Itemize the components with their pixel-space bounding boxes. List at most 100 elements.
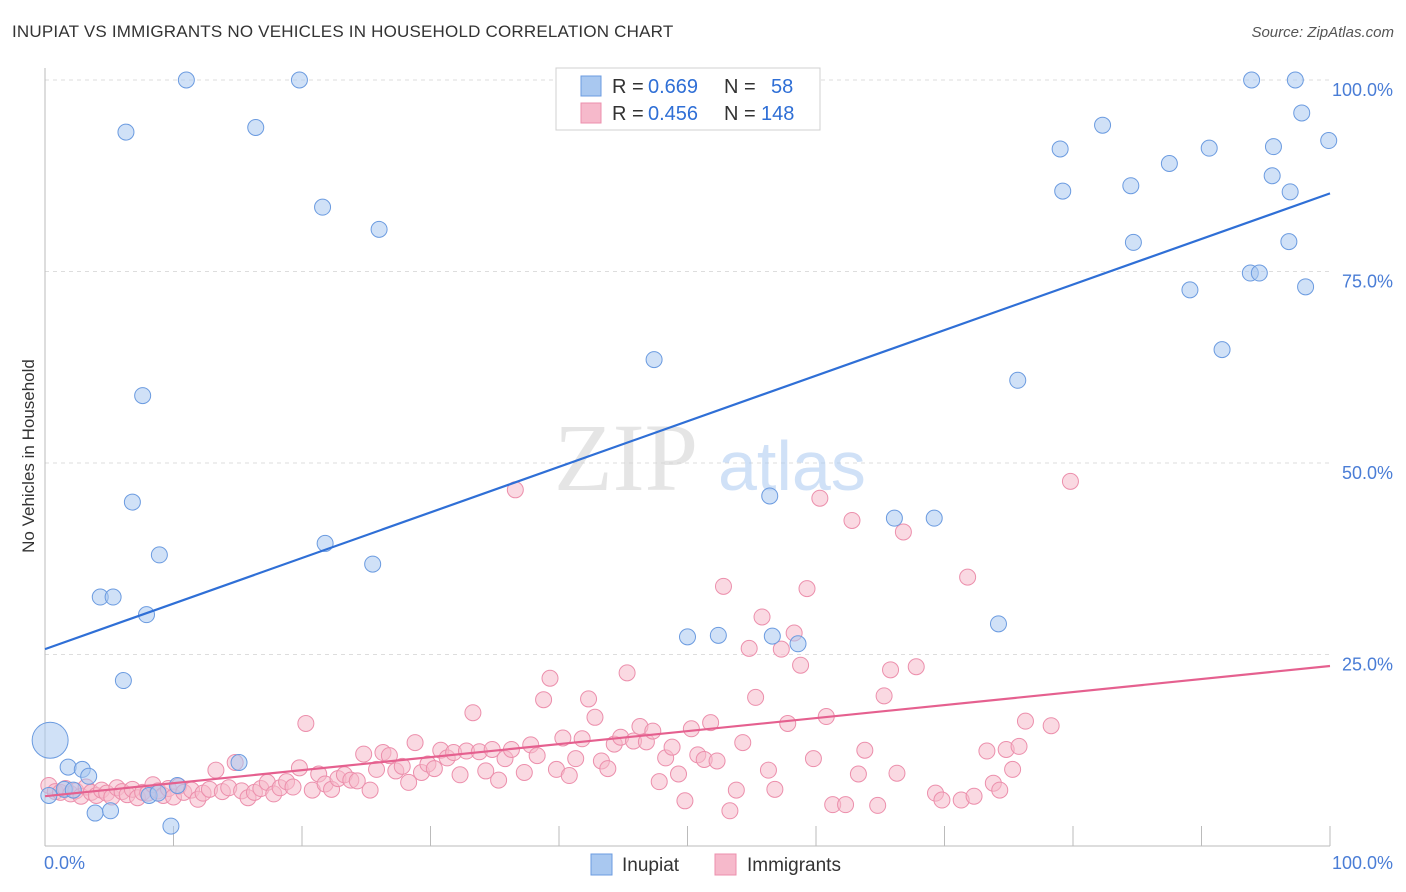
inupiat-point-3: [64, 781, 82, 799]
inupiat-point-12: [123, 493, 141, 511]
immigrants-point-87: [567, 750, 585, 768]
immigrants-point-103: [670, 765, 688, 783]
immigrants-point-73: [477, 762, 495, 780]
inupiat-point-24: [314, 198, 332, 216]
immigrants-trend-line: [44, 664, 1331, 798]
immigrants-point-65: [425, 760, 443, 778]
legend-swatch-inupiat: [580, 75, 602, 97]
inupiat-point-23: [290, 71, 308, 89]
inupiat-point-41: [1094, 116, 1112, 134]
bottom-legend-immigrants: Immigrants: [747, 855, 841, 876]
immigrants-point-53: [348, 772, 366, 790]
immigrants-point-133: [875, 687, 893, 705]
inupiat-point-11: [117, 123, 135, 141]
immigrants-point-79: [515, 763, 533, 781]
immigrants-point-104: [676, 792, 694, 810]
bottom-legend-swatch-immigrants: [714, 853, 737, 876]
immigrants-point-137: [907, 658, 925, 676]
immigrants-point-111: [721, 802, 739, 820]
immigrants-point-147: [1004, 760, 1022, 778]
immigrants-point-45: [297, 714, 315, 732]
inupiat-point-35: [885, 509, 903, 527]
immigrants-point-148: [1010, 737, 1028, 755]
legend-n-value-2: 148: [761, 103, 794, 125]
immigrants-point-116: [753, 608, 771, 626]
legend-n-label-2: N =: [724, 103, 756, 125]
immigrants-point-89: [580, 690, 598, 708]
inupiat-point-36: [925, 509, 943, 527]
immigrants-point-135: [888, 764, 906, 782]
immigrants-point-99: [644, 722, 662, 740]
immigrants-point-129: [843, 511, 861, 529]
immigrants-point-124: [804, 750, 822, 768]
immigrants-point-92: [599, 760, 617, 778]
legend-r-label-1: R =: [612, 76, 644, 98]
legend: R = 0.669 N = 58 R = 0.456 N = 148: [555, 67, 821, 131]
immigrants-point-113: [734, 734, 752, 752]
immigrants-point-83: [541, 669, 559, 687]
immigrants-point-117: [759, 761, 777, 779]
immigrants-point-71: [464, 704, 482, 722]
immigrants-point-54: [355, 745, 373, 763]
immigrants-point-110: [714, 577, 732, 595]
inupiat-point-57: [1297, 278, 1315, 296]
legend-n-label-1: N =: [724, 76, 756, 98]
immigrants-point-100: [650, 773, 668, 791]
y-tick-label-1: 75.0%: [1342, 272, 1393, 292]
immigrants-point-60: [393, 757, 411, 775]
inupiat-point-34: [789, 635, 807, 653]
immigrants-point-136: [894, 523, 912, 541]
immigrants-point-90: [586, 708, 604, 726]
immigrants-point-123: [798, 580, 816, 598]
inupiat-point-33: [763, 627, 781, 645]
watermark-atlas: atlas: [718, 427, 866, 505]
immigrants-point-58: [380, 747, 398, 765]
grid-lines: [45, 79, 1330, 655]
immigrants-point-62: [406, 734, 424, 752]
immigrants-point-109: [708, 752, 726, 770]
immigrants-point-61: [400, 773, 418, 791]
inupiat-point-9: [104, 588, 122, 606]
inupiat-point-22: [247, 118, 265, 136]
inupiat-point-52: [1264, 138, 1282, 156]
tick-labels: 100.0% 75.0% 50.0% 25.0% 0.0% 100.0%: [44, 80, 1393, 873]
x-tick-label-1: 100.0%: [1332, 853, 1393, 873]
immigrants-point-31: [207, 761, 225, 779]
immigrants-point-75: [490, 771, 508, 789]
immigrants-point-143: [978, 742, 996, 760]
bottom-legend-swatch-inupiat: [590, 853, 613, 876]
legend-r-label-2: R =: [612, 103, 644, 125]
inupiat-point-53: [1281, 183, 1299, 201]
inupiat-point-37: [989, 615, 1007, 633]
inupiat-point-55: [1286, 71, 1304, 89]
inupiat-point-46: [1200, 139, 1218, 157]
immigrants-point-114: [740, 639, 758, 657]
inupiat-point-44: [1160, 154, 1178, 172]
inupiat-point-32: [761, 487, 779, 505]
inupiat-point-2: [59, 758, 77, 776]
inupiat-point-13: [134, 387, 152, 405]
inupiat-point-43: [1124, 233, 1142, 251]
immigrants-point-112: [727, 781, 745, 799]
immigrants-point-108: [702, 714, 720, 732]
watermark: ZIP atlas: [554, 404, 866, 511]
bottom-legend-inupiat: Inupiat: [622, 855, 680, 876]
y-tick-label-2: 50.0%: [1342, 463, 1393, 483]
immigrants-point-44: [290, 759, 308, 777]
legend-n-value-1: 58: [771, 76, 793, 98]
immigrants-point-88: [573, 730, 591, 748]
inupiat-point-29: [645, 351, 663, 369]
inupiat-point-40: [1054, 182, 1072, 200]
immigrants-point-69: [451, 766, 469, 784]
inupiat-point-20: [177, 71, 195, 89]
immigrants-point-55: [361, 781, 379, 799]
inupiat-point-30: [679, 628, 696, 646]
immigrants-point-145: [991, 781, 1009, 799]
inupiat-point-27: [370, 220, 388, 238]
y-axis-label: No Vehicles in Household: [19, 359, 38, 553]
inupiat-point-50: [1243, 71, 1261, 89]
inupiat-point-54: [1280, 233, 1298, 251]
immigrants-point-130: [849, 765, 867, 783]
y-tick-label-0: 100.0%: [1332, 80, 1393, 100]
